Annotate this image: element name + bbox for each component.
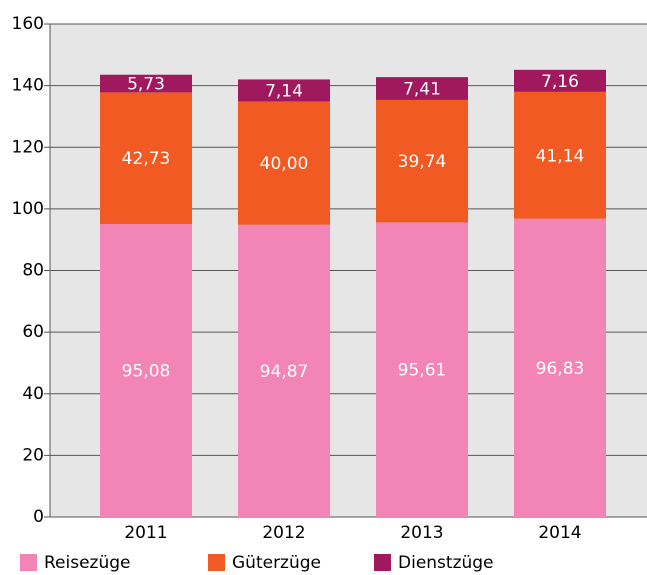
bar-segment — [514, 69, 606, 92]
value-label: 95,61 — [398, 361, 447, 381]
value-label: 7,16 — [541, 72, 579, 92]
y-tick-label: 0 — [33, 507, 44, 527]
legend-swatch — [20, 554, 37, 571]
bar-segment — [514, 91, 606, 219]
bar-segment — [100, 224, 192, 518]
y-tick-label: 80 — [22, 261, 44, 281]
bar-segment — [514, 218, 606, 517]
y-tick-label: 140 — [12, 76, 44, 96]
y-tick-label: 40 — [22, 384, 44, 404]
value-label: 41,14 — [536, 146, 585, 166]
value-label: 40,00 — [260, 154, 309, 174]
value-label: 42,73 — [122, 149, 171, 169]
x-tick-label: 2011 — [124, 523, 167, 543]
x-tick-label: 2014 — [538, 523, 581, 543]
value-label: 39,74 — [398, 152, 447, 172]
y-tick-label: 120 — [12, 137, 44, 157]
value-label: 7,41 — [403, 80, 441, 100]
legend-label: Reisezüge — [44, 553, 131, 573]
bar-segment — [100, 92, 192, 225]
y-tick-label: 100 — [12, 199, 44, 219]
value-label: 96,83 — [536, 359, 585, 379]
legend-swatch — [374, 554, 391, 571]
x-tick-label: 2012 — [262, 523, 305, 543]
bar-segment — [376, 77, 468, 100]
value-label: 5,73 — [127, 75, 165, 95]
legend-label: Güterzüge — [232, 553, 321, 573]
y-tick-label: 20 — [22, 445, 44, 465]
legend-label: Dienstzüge — [398, 553, 494, 573]
bar-segment — [376, 222, 468, 518]
bar-segment — [238, 224, 330, 517]
y-tick-label: 60 — [22, 322, 44, 342]
value-label: 94,87 — [260, 362, 309, 382]
bar-segment — [100, 74, 192, 93]
bar-segment — [376, 99, 468, 223]
x-tick-label: 2013 — [400, 523, 443, 543]
bar-segment — [238, 101, 330, 225]
value-label: 7,14 — [265, 81, 303, 101]
bar-segment — [238, 79, 330, 102]
y-tick-label: 160 — [12, 14, 44, 34]
value-label: 95,08 — [122, 362, 171, 382]
legend-swatch — [208, 554, 225, 571]
